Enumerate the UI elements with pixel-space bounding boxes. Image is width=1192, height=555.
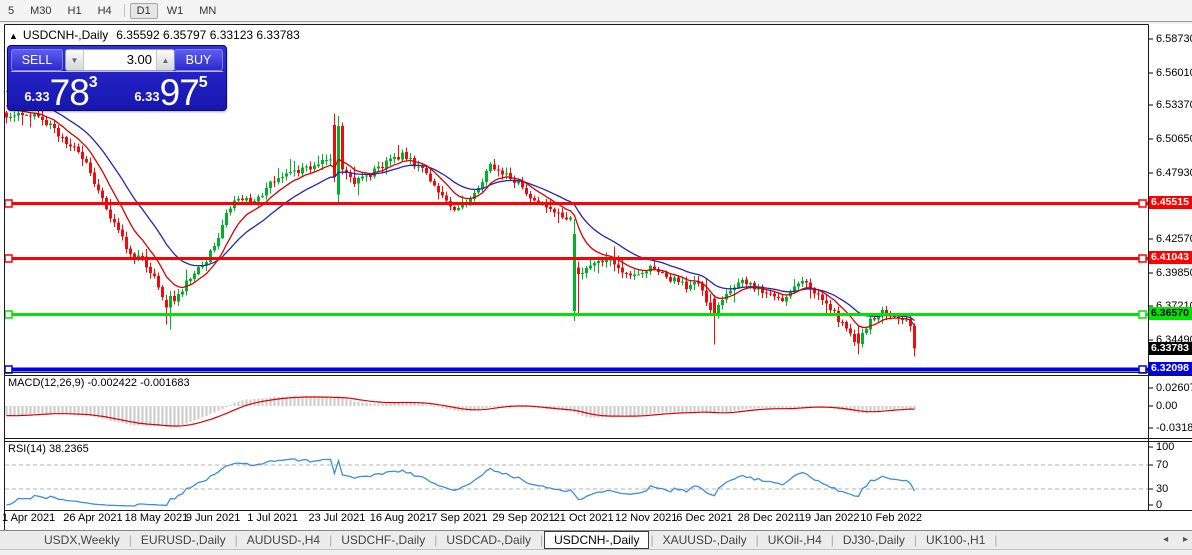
tab-scroll-nav: ◂ ▸ [1151,534,1188,545]
volume-increase-icon[interactable]: ▲ [156,50,174,70]
chart-tab-usdcad-daily[interactable]: USDCAD-,Daily [446,533,532,547]
price-tick-label: 6.53370 [1156,99,1192,111]
tab-scroll-right-icon[interactable]: ▸ [1182,534,1188,545]
toolbar-separator [123,4,125,17]
date-tick-label: 21 Oct 2021 [553,512,614,524]
macd-tick-label: -0.03187 [1156,422,1192,434]
rsi-tick-label: 70 [1156,459,1169,471]
sell-price-big: 78 [49,72,90,113]
sell-price-sup: 3 [88,74,98,91]
price-tick-label: 6.39850 [1156,267,1192,279]
tab-separator: | [128,533,132,547]
level-price-badge[interactable]: 6.45515 [1149,196,1192,209]
timeframe-button-m30[interactable]: M30 [30,4,52,17]
timeframe-button-h4[interactable]: H4 [97,4,112,17]
buy-price-sup: 5 [198,74,208,91]
chart-tab-uk100-h1[interactable]: UK100-,H1 [926,533,986,547]
macd-tick-label: 0.00 [1156,400,1178,412]
tab-separator: | [994,533,998,547]
buy-price-prefix: 6.33 [134,89,160,104]
trade-panel-divider [11,71,223,72]
sell-price[interactable]: 6.33 78 3 [10,72,112,113]
date-tick-label: 28 Dec 2021 [737,512,800,524]
chart-tab-usdchf-daily[interactable]: USDCHF-,Daily [341,533,426,547]
date-tick-label: 9 Jun 2021 [185,512,241,524]
toolbar-gap [0,22,1192,24]
tab-separator: | [234,533,238,547]
chart-tab-audusd-h4[interactable]: AUDUSD-,H4 [246,533,321,547]
price-tick-label: 6.47930 [1156,167,1192,179]
volume-decrease-icon[interactable]: ▼ [66,50,84,70]
rsi-tick-label: 100 [1156,441,1175,453]
volume-spinner: ▼ 3.00 ▲ [65,49,175,71]
buy-price[interactable]: 6.33 97 5 [118,72,224,113]
tab-separator: | [650,533,654,547]
tab-separator: | [540,533,544,547]
level-price-badge[interactable]: 6.32098 [1149,362,1192,375]
price-tick-label: 6.50650 [1156,133,1192,145]
date-tick-label: 18 May 2021 [124,512,189,524]
timeframe-button-d1[interactable]: D1 [129,2,158,19]
chart-symbol-period: USDCNH-,Daily [22,28,109,42]
price-tick-label: 6.42570 [1156,233,1192,245]
level-price-badge[interactable]: 6.36570 [1149,307,1192,320]
buy-price-big: 97 [159,72,200,113]
date-tick-label: 16 Aug 2021 [369,512,432,524]
macd-tick-label: 0.02607 [1156,382,1192,394]
tab-separator: | [830,533,834,547]
date-tick-label: 12 Nov 2021 [615,512,678,524]
timeframe-toolbar: 5 M30 H1 H4 D1 W1 MN [0,0,1192,22]
date-tick-label: 10 Feb 2022 [860,512,922,524]
tab-separator: | [329,533,333,547]
tab-scroll-left-icon[interactable]: ◂ [1163,534,1169,545]
sell-price-prefix: 6.33 [24,89,50,104]
chart-title: ▲ USDCNH-,Daily 6.35592 6.35797 6.33123 6.… [9,28,300,42]
price-tick-label: 6.56010 [1156,67,1192,79]
volume-input[interactable]: 3.00 [126,52,152,67]
chart-tab-bar: USDX,Weekly | EURUSD-,Daily | AUDUSD-,H4 | USD… [0,530,1192,549]
tab-separator: | [913,533,918,547]
price-tick-label: 6.58730 [1156,33,1192,45]
date-tick-label: 29 Sep 2021 [492,512,555,524]
date-tick-label: 26 Apr 2021 [63,512,123,524]
date-tick-label: 1 Jul 2021 [247,512,298,524]
status-strip [0,549,1192,555]
one-click-trading-panel: SELL ▼ 3.00 ▲ BUY 6.33 78 3 6.33 97 5 [7,45,227,111]
rsi-indicator-label: RSI(14) 38.2365 [8,443,89,455]
buy-button[interactable]: BUY [174,49,223,71]
chart-tab-dj30-daily[interactable]: DJ30-,Daily [842,533,905,547]
timeframe-button-mn[interactable]: MN [199,4,217,17]
date-tick-label: 6 Dec 2021 [676,512,733,524]
timeframe-button-5[interactable]: 5 [8,4,15,17]
level-price-badge[interactable]: 6.41043 [1149,251,1192,264]
date-tick-label: 1 Apr 2021 [2,512,56,524]
date-tick-label: 23 Jul 2021 [308,512,366,524]
macd-indicator-label: MACD(12,26,9) -0.002422 -0.001683 [8,377,190,389]
chart-tab-usdcnh-daily[interactable]: USDCNH-,Daily [544,531,650,549]
tab-separator: | [434,533,438,547]
timeframe-button-w1[interactable]: W1 [166,4,184,17]
rsi-tick-label: 30 [1156,483,1169,495]
sell-button[interactable]: SELL [11,49,63,71]
date-tick-label: 7 Sep 2021 [431,512,488,524]
chart-tab-xauusd-daily[interactable]: XAUUSD-,Daily [662,533,747,547]
collapse-triangle-icon[interactable]: ▲ [9,31,18,41]
chart-ohlc-values: 6.35592 6.35797 6.33123 6.33783 [116,28,300,42]
chart-tab-eurusd-daily[interactable]: EURUSD-,Daily [140,533,226,547]
current-price-badge[interactable]: 6.33783 [1149,342,1192,355]
date-tick-label: 19 Jan 2022 [798,512,860,524]
tab-separator: | [755,533,759,547]
rsi-tick-label: 0 [1156,499,1163,511]
chart-tab-usdx-weekly[interactable]: USDX,Weekly [44,533,120,547]
chart-tab-ukoil-h4[interactable]: UKOil-,H4 [767,533,822,547]
timeframe-button-h1[interactable]: H1 [67,4,82,17]
